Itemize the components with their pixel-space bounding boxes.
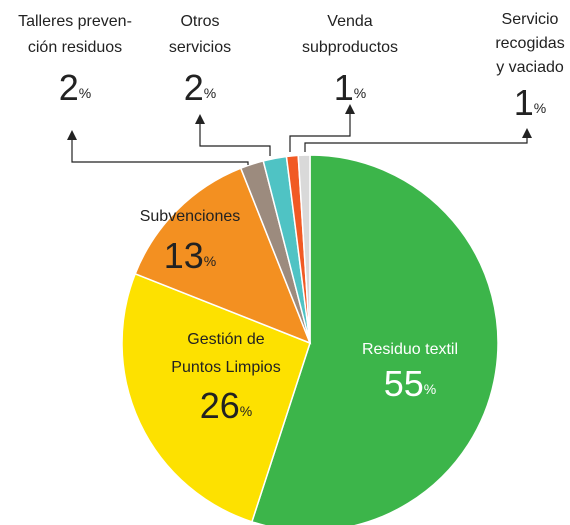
value-number: 2	[184, 67, 204, 108]
value-label: 2%	[184, 67, 216, 108]
slice-label: Venda	[327, 13, 372, 30]
pie-slice	[297, 154, 311, 344]
slice-label: ción residuos	[28, 39, 122, 56]
slice-label: Servicio	[502, 11, 559, 28]
value-number: 1	[514, 82, 534, 123]
pie-slice	[121, 272, 311, 523]
value-unit: %	[204, 85, 216, 101]
value-number: 2	[59, 67, 79, 108]
value-label: 55%	[384, 363, 437, 404]
value-label: 2%	[59, 67, 91, 108]
leader-line	[199, 116, 271, 156]
leader-arrow	[522, 128, 532, 138]
slice-label: subproductos	[302, 39, 398, 56]
slice-label: Gestión de	[187, 331, 264, 348]
value-label: 26%	[200, 385, 253, 426]
value-unit: %	[354, 85, 366, 101]
value-unit: %	[79, 85, 91, 101]
leader-line	[71, 132, 249, 165]
slice-label: Talleres preven-	[18, 13, 132, 30]
slice-label: Subvenciones	[140, 208, 241, 225]
value-unit: %	[424, 381, 436, 397]
slice-label: Otros	[180, 13, 219, 30]
slice-label: recogidas	[495, 35, 564, 52]
value-number: 13	[164, 235, 204, 276]
value-unit: %	[204, 253, 216, 269]
value-label: 1%	[334, 67, 366, 108]
value-unit: %	[240, 403, 252, 419]
value-number: 55	[384, 363, 424, 404]
slice-label: Puntos Limpios	[171, 359, 280, 376]
leader-line	[304, 130, 528, 152]
value-label: 13%	[164, 235, 217, 276]
pie-slice	[134, 167, 312, 345]
leader-arrow	[345, 104, 355, 114]
value-unit: %	[534, 100, 546, 116]
value-number: 1	[334, 67, 354, 108]
pie-slice	[250, 154, 499, 525]
value-label: 1%	[514, 82, 546, 123]
slice-label: y vaciado	[496, 59, 564, 76]
slice-label: servicios	[169, 39, 231, 56]
leader-line	[289, 106, 351, 152]
value-number: 26	[200, 385, 240, 426]
leader-arrow	[67, 130, 77, 140]
slice-label: Residuo textil	[362, 341, 458, 358]
leader-arrow	[195, 114, 205, 124]
